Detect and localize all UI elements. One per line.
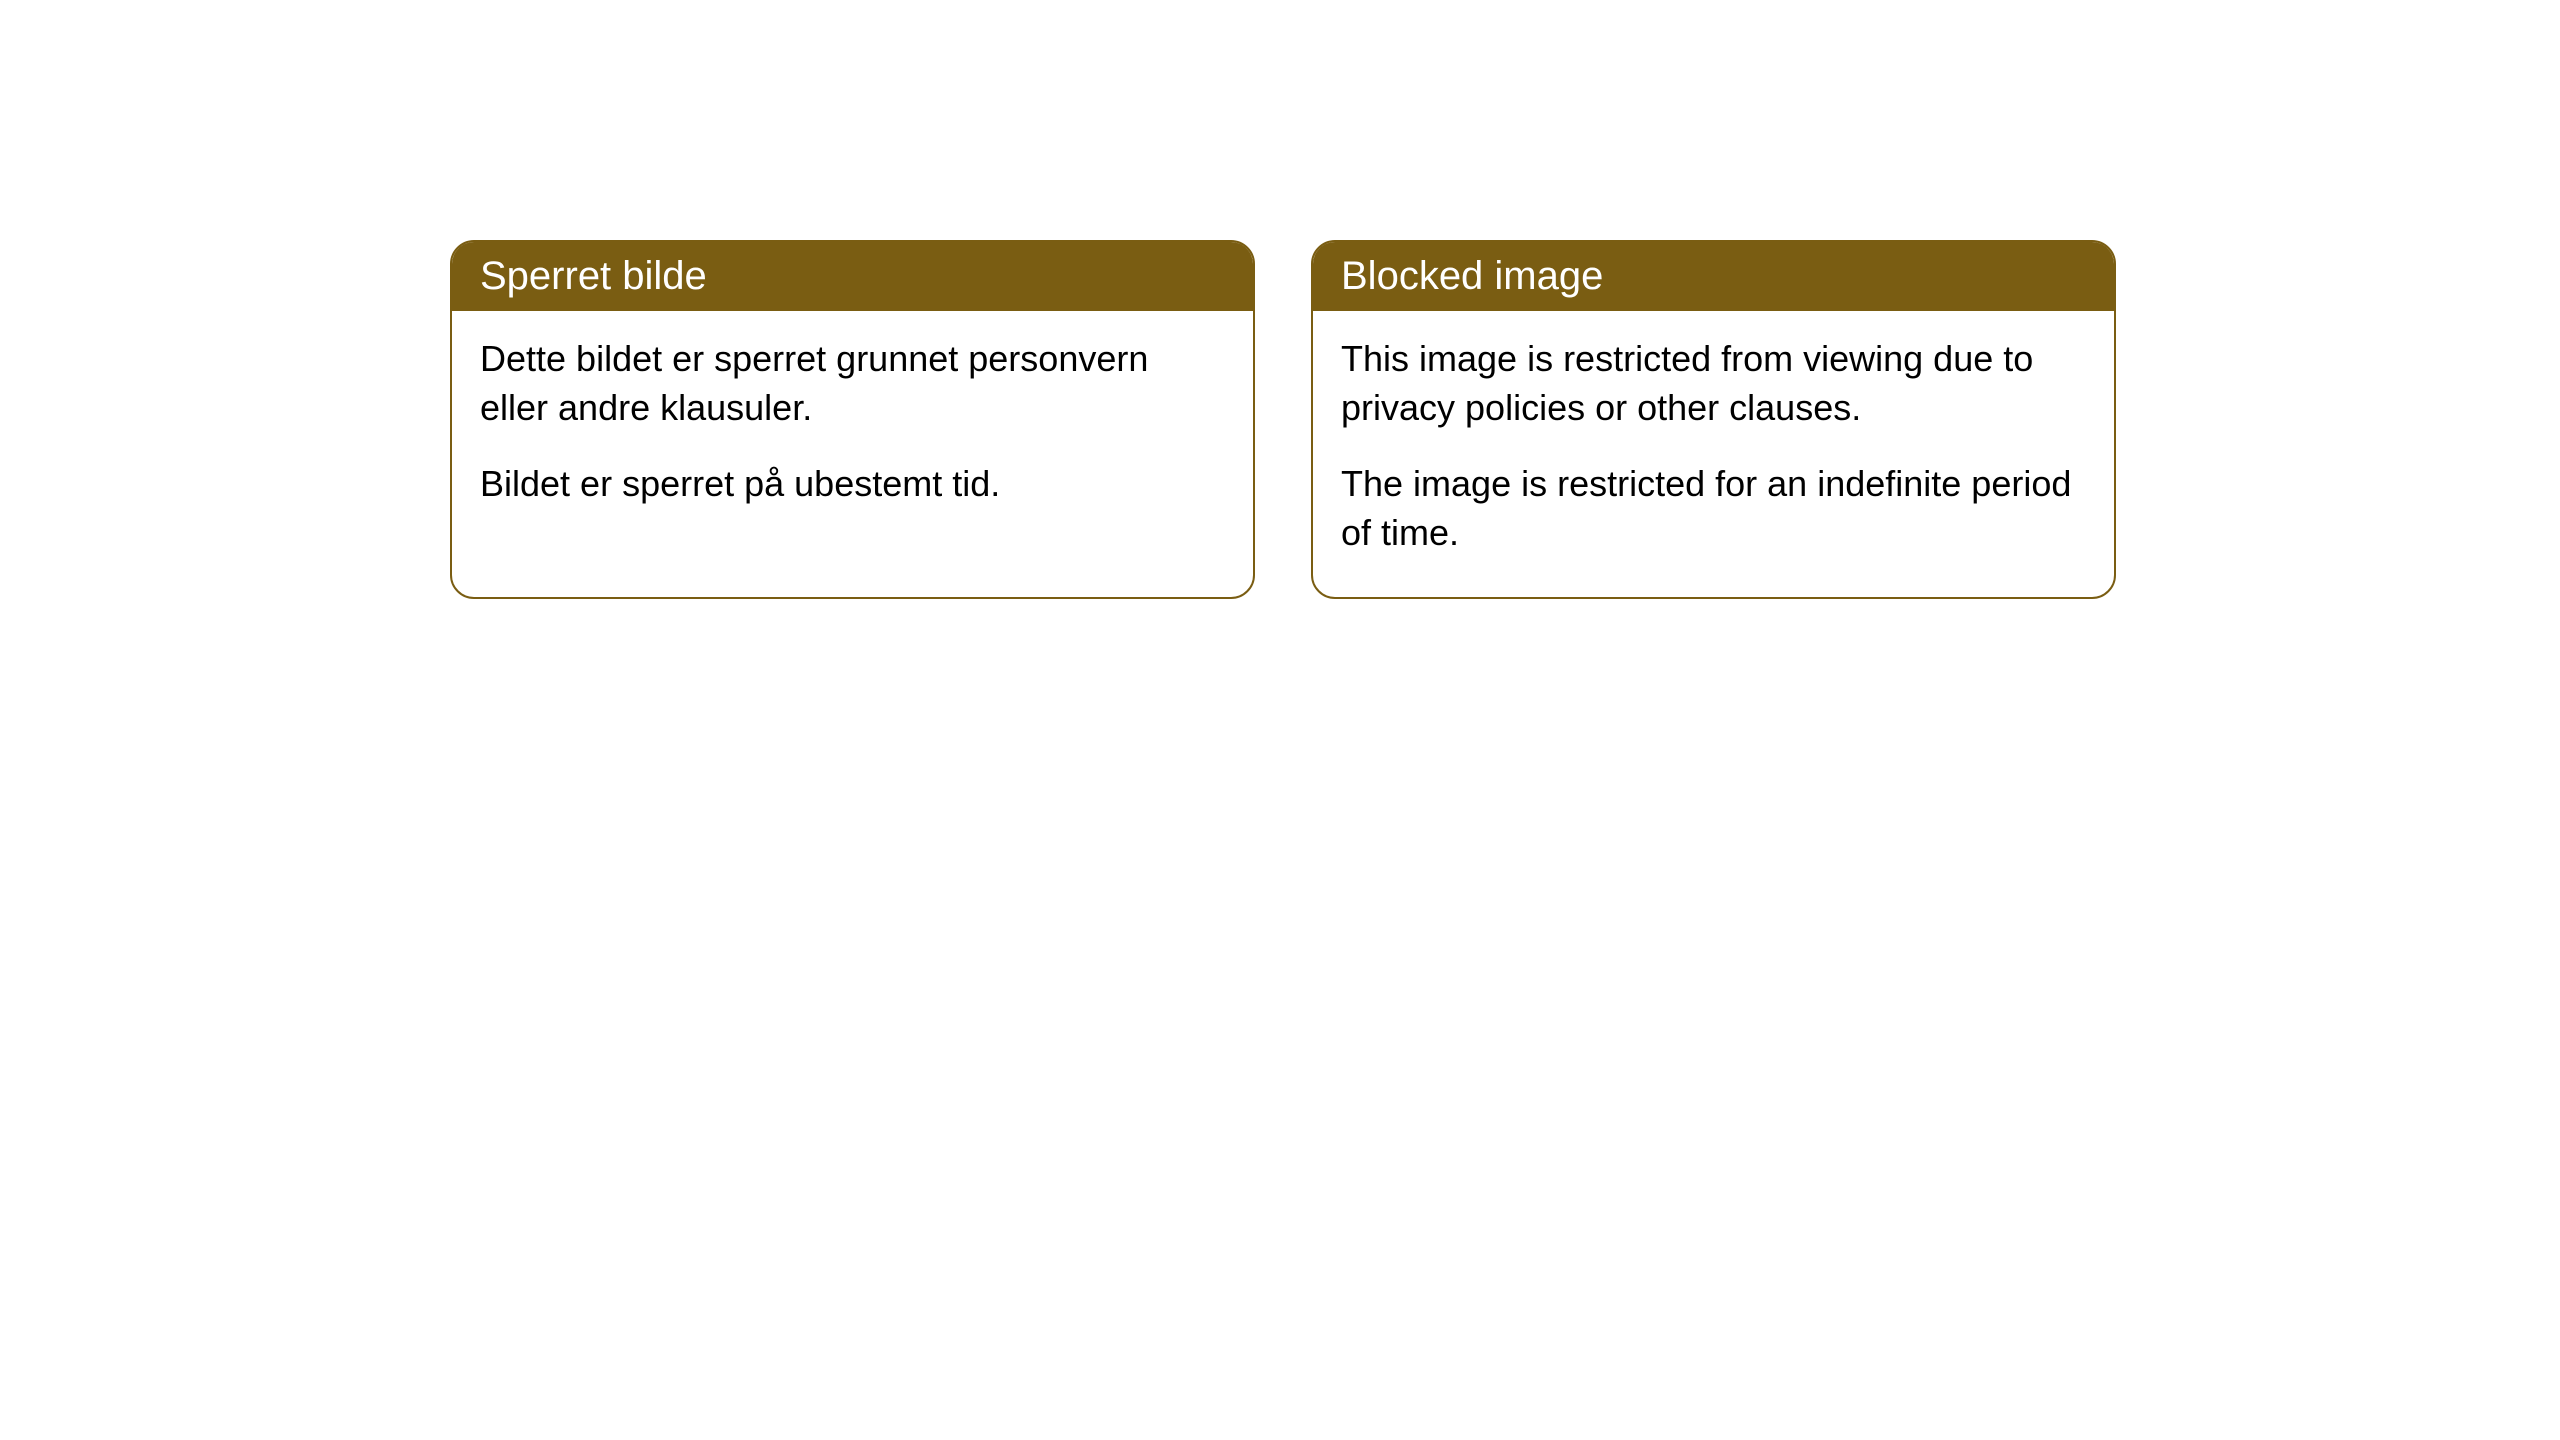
card-title: Sperret bilde <box>480 254 707 298</box>
card-header-norwegian: Sperret bilde <box>452 242 1253 311</box>
card-body-norwegian: Dette bildet er sperret grunnet personve… <box>452 311 1253 549</box>
card-header-english: Blocked image <box>1313 242 2114 311</box>
card-paragraph: The image is restricted for an indefinit… <box>1341 460 2086 557</box>
card-paragraph: This image is restricted from viewing du… <box>1341 335 2086 432</box>
notice-cards-container: Sperret bilde Dette bildet er sperret gr… <box>450 240 2116 599</box>
notice-card-norwegian: Sperret bilde Dette bildet er sperret gr… <box>450 240 1255 599</box>
card-paragraph: Dette bildet er sperret grunnet personve… <box>480 335 1225 432</box>
card-paragraph: Bildet er sperret på ubestemt tid. <box>480 460 1225 509</box>
card-body-english: This image is restricted from viewing du… <box>1313 311 2114 597</box>
card-title: Blocked image <box>1341 254 1603 298</box>
notice-card-english: Blocked image This image is restricted f… <box>1311 240 2116 599</box>
